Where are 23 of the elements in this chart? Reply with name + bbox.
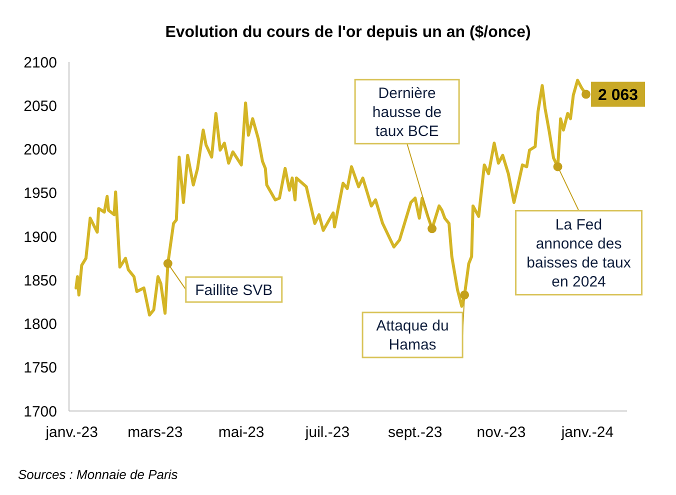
y-tick-label: 2050 xyxy=(24,98,57,115)
annotation: La Fed annonce des baisses de taux en 2024 xyxy=(526,216,632,290)
y-tick-label: 2000 xyxy=(24,142,57,158)
source-note: Sources : Monnaie de Paris xyxy=(18,467,178,482)
x-tick-label: mars-23 xyxy=(128,424,183,441)
y-tick-label: 1950 xyxy=(24,185,57,202)
y-tick-label: 1900 xyxy=(24,228,57,246)
annotation: Faillite SVB xyxy=(195,282,273,299)
x-tick-label: sept.-23 xyxy=(388,424,442,441)
annotation: 2 063 xyxy=(598,86,638,104)
y-tick-label: 1800 xyxy=(24,316,57,333)
x-tick-label: nov.-23 xyxy=(476,424,526,441)
x-tick-label: juil.-23 xyxy=(304,424,350,441)
y-tick-label: 1850 xyxy=(24,272,57,290)
y-tick-label: 1700 xyxy=(24,403,57,420)
x-tick-label: janv.-24 xyxy=(560,424,614,441)
x-tick-label: janv.-23 xyxy=(44,424,98,441)
y-tick-label: 2100 xyxy=(24,54,57,72)
annotation: Dernière hausse de taux BCE xyxy=(372,84,442,140)
annotation: Attaque du Hamas xyxy=(376,318,449,354)
chart-title: Evolution du cours de l'or depuis un an ($/once) xyxy=(165,24,531,41)
y-tick-label: 1750 xyxy=(24,360,57,377)
x-tick-label: mai-23 xyxy=(218,424,264,441)
